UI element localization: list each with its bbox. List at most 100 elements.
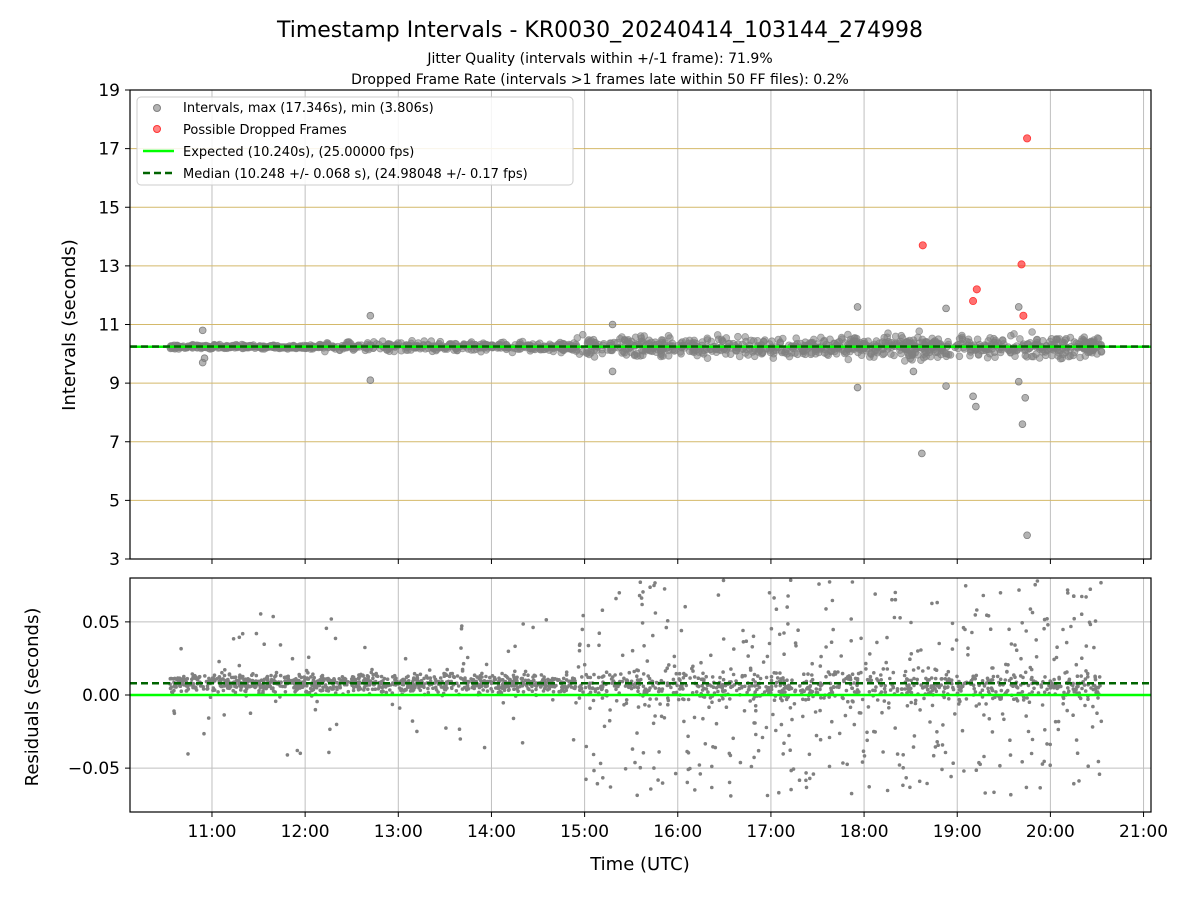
residual-point: [750, 683, 754, 688]
residual-point: [339, 679, 344, 683]
residual-point: [913, 701, 918, 706]
residual-outlier-point: [595, 781, 600, 786]
residual-outlier-point: [951, 761, 955, 765]
residual-point: [262, 677, 267, 682]
residual-point: [504, 674, 509, 679]
residual-point: [513, 669, 517, 674]
residual-point: [172, 685, 177, 689]
residual-outlier-point: [658, 702, 662, 706]
residual-outlier-point: [777, 632, 782, 637]
residual-outlier-point: [839, 654, 843, 658]
residual-point: [840, 695, 845, 700]
residual-point: [774, 671, 778, 675]
residual-outlier-point: [1034, 655, 1039, 659]
residual-outlier-point: [465, 655, 470, 660]
residual-outlier-point: [998, 763, 1002, 768]
interval-outlier-point: [909, 367, 918, 376]
interval-point: [703, 336, 712, 344]
residual-point: [297, 679, 301, 683]
residual-outlier-point: [179, 646, 183, 651]
residual-point: [564, 678, 569, 682]
residual-point: [406, 674, 410, 679]
residual-outlier-point: [818, 708, 822, 713]
residual-outlier-point: [686, 734, 690, 739]
residual-point: [627, 670, 632, 675]
residual-outlier-point: [1084, 595, 1088, 599]
residual-outlier-point: [667, 663, 671, 667]
residual-point: [261, 685, 266, 690]
residual-outlier-point: [591, 752, 596, 757]
residual-point: [243, 689, 247, 693]
residual-point: [410, 686, 415, 690]
residual-outlier-point: [647, 704, 651, 708]
residual-outlier-point: [819, 654, 823, 659]
residual-point: [666, 698, 671, 703]
residual-outlier-point: [240, 631, 245, 636]
interval-outlier-point: [972, 402, 980, 411]
residual-point: [546, 688, 550, 692]
residual-point: [909, 678, 913, 683]
residual-outlier-point: [782, 631, 786, 635]
residual-point: [480, 671, 484, 676]
residual-point: [403, 687, 408, 692]
residual-outlier-point: [651, 721, 656, 726]
residual-point: [743, 673, 747, 678]
residual-outlier-point: [273, 699, 278, 704]
residual-point: [488, 675, 492, 680]
residual-point: [1059, 684, 1063, 689]
residual-point: [330, 687, 334, 691]
residual-outlier-point: [785, 605, 789, 609]
residual-point: [888, 688, 893, 692]
interval-outlier-point: [853, 383, 862, 392]
residual-point: [318, 688, 323, 693]
residual-outlier-point: [841, 761, 845, 765]
residual-point: [1097, 675, 1102, 679]
residual-outlier-point: [676, 697, 681, 702]
residual-outlier-point: [304, 668, 309, 673]
residual-point: [1048, 686, 1053, 690]
residual-point: [793, 689, 797, 694]
residual-outlier-point: [785, 678, 789, 682]
residual-point: [769, 678, 774, 683]
residual-point: [506, 688, 511, 693]
residual-point: [444, 680, 449, 684]
residual-point: [718, 675, 722, 680]
residual-point: [934, 689, 939, 694]
residual-point: [588, 681, 592, 686]
residual-point: [995, 674, 1000, 679]
residual-point: [532, 673, 537, 678]
residual-point: [1091, 687, 1096, 692]
interval-point: [918, 335, 927, 344]
residual-point: [623, 684, 628, 688]
residual-outlier-point: [1000, 712, 1005, 716]
residual-point: [972, 686, 976, 691]
residual-point: [641, 672, 646, 676]
residual-point: [614, 687, 618, 692]
residual-point: [523, 678, 528, 683]
legend-label-dropped: Possible Dropped Frames: [183, 123, 347, 138]
residual-point: [171, 677, 175, 681]
residual-point: [346, 689, 351, 694]
residual-outlier-point: [1007, 627, 1011, 632]
residual-point: [636, 685, 641, 690]
residual-outlier-point: [810, 661, 814, 666]
residual-point: [435, 679, 439, 684]
interval-point: [639, 346, 647, 355]
residual-outlier-point: [1013, 643, 1017, 647]
residual-point: [690, 691, 695, 695]
residual-outlier-point: [970, 630, 974, 635]
residual-point: [332, 677, 336, 681]
residual-outlier-point: [865, 738, 869, 743]
residual-point: [802, 672, 806, 676]
residual-point: [629, 686, 634, 691]
residual-point: [751, 697, 756, 701]
residual-point: [710, 675, 715, 679]
residual-outlier-point: [782, 741, 786, 745]
residual-point: [477, 684, 482, 688]
residual-point: [1092, 683, 1097, 688]
residual-outlier-point: [682, 719, 686, 724]
residual-point: [179, 689, 184, 693]
residual-point: [706, 690, 710, 694]
residual-point: [1098, 684, 1102, 688]
residual-point: [561, 676, 566, 681]
